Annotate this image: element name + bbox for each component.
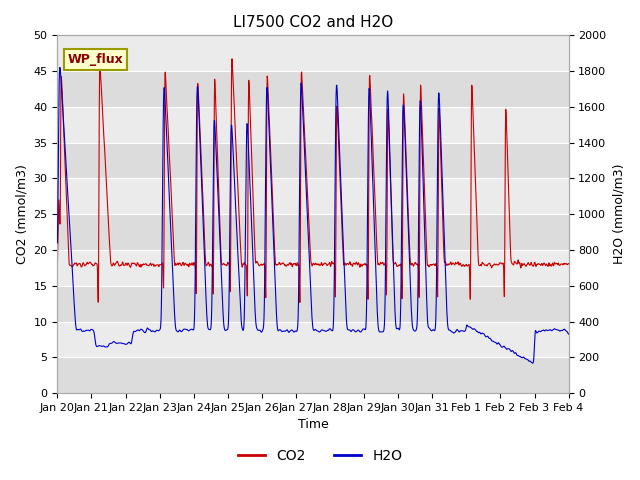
Bar <box>58 357 568 393</box>
Bar <box>58 286 568 322</box>
Bar <box>58 250 568 286</box>
X-axis label: Time: Time <box>298 419 328 432</box>
Bar <box>58 322 568 357</box>
Title: LI7500 CO2 and H2O: LI7500 CO2 and H2O <box>233 15 393 30</box>
Y-axis label: H2O (mmol/m3): H2O (mmol/m3) <box>612 164 625 264</box>
Bar <box>58 214 568 250</box>
Y-axis label: CO2 (mmol/m3): CO2 (mmol/m3) <box>15 164 28 264</box>
Text: WP_flux: WP_flux <box>68 53 124 66</box>
Bar <box>58 71 568 107</box>
Bar <box>58 107 568 143</box>
Bar <box>58 179 568 214</box>
Bar <box>58 36 568 71</box>
Bar <box>58 143 568 179</box>
Legend: CO2, H2O: CO2, H2O <box>232 443 408 468</box>
